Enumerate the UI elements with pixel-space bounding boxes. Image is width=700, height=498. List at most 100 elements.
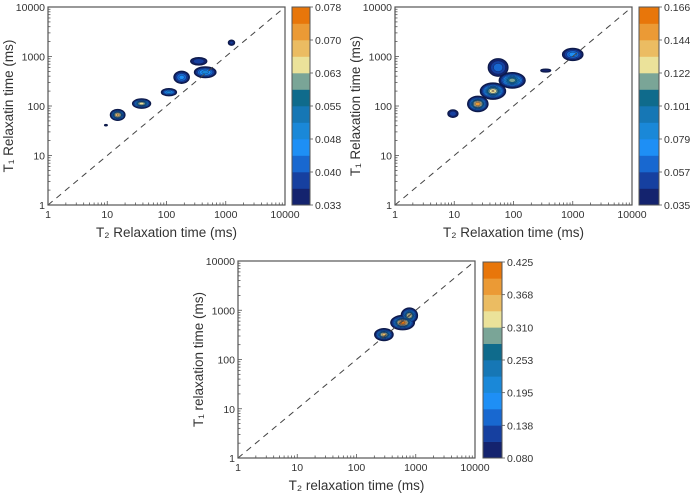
colorbar-tick-label: 0.033	[315, 200, 341, 212]
x-tick-label: 10	[101, 209, 113, 221]
colorbar-band-2	[639, 155, 659, 173]
colorbar-band-7	[639, 73, 659, 90]
colorbar-tick-label: 0.166	[664, 2, 690, 14]
colorbar-tick-label: 0.310	[507, 322, 533, 334]
y-tick-label: 1000	[212, 305, 236, 317]
colorbar-band-3	[639, 139, 659, 156]
contour-band-level-9-peak-2	[491, 90, 495, 93]
colorbar: 0.080 0.138 0.195 0.253 0.310 0.368 0.425	[482, 257, 533, 465]
contour-band-level-4-peak-5	[201, 70, 209, 75]
contour-band-level-2-peak-3	[493, 63, 503, 72]
colorbar-band-1	[639, 172, 659, 189]
colorbar-band-9	[483, 294, 502, 312]
colorbar: 0.033 0.040 0.048 0.055 0.063 0.070 0.078	[291, 2, 341, 212]
x-tick-label: 10000	[270, 209, 299, 221]
colorbar-band-8	[292, 56, 310, 74]
y-tick-label: 10000	[363, 2, 392, 14]
x-tick-label: 100	[158, 209, 176, 221]
colorbar-band-4	[292, 122, 310, 140]
colorbar-band-3	[483, 392, 502, 410]
colorbar-band-1	[483, 425, 502, 442]
x-tick-label: 1000	[404, 462, 428, 474]
contour-band-level-10-peak-1	[116, 114, 119, 116]
x-tick-label: 10000	[460, 462, 489, 474]
colorbar-band-5	[292, 106, 310, 123]
y-tick-label: 1	[386, 200, 392, 212]
colorbar-band-10	[292, 23, 310, 41]
colorbar-tick-label: 0.063	[315, 68, 341, 80]
colorbar-band-0	[639, 188, 659, 206]
y-tick-label: 100	[27, 101, 45, 113]
colorbar-band-2	[483, 409, 502, 426]
contour-layer	[103, 39, 236, 127]
contour-layer	[374, 307, 419, 342]
y-tick-label: 1000	[22, 52, 46, 64]
colorbar-band-1	[292, 172, 310, 189]
chart-2: 1 10 100 1000 10000 1 10 100 1000 10000 T₂ Relaxat…	[348, 2, 690, 240]
colorbar-band-6	[292, 89, 310, 107]
colorbar-tick-label: 0.122	[664, 68, 690, 80]
contour-band-level-8-peak-2	[139, 102, 145, 105]
y-tick-label: 10000	[206, 256, 235, 268]
colorbar-tick-label: 0.079	[664, 134, 690, 146]
colorbar-band-4	[639, 122, 659, 140]
x-tick-label: 10	[448, 209, 460, 221]
chart-3: 1 10 100 1000 10000 1 10 100 1000 10000 T₂ relaxat…	[191, 256, 533, 493]
colorbar-band-3	[292, 139, 310, 156]
colorbar-tick-label: 0.035	[664, 200, 690, 212]
colorbar-band-0	[483, 441, 502, 459]
colorbar-tick-label: 0.048	[315, 134, 341, 146]
x-tick-label: 1000	[214, 209, 238, 221]
colorbar-tick-label: 0.138	[507, 420, 533, 432]
contour-band-level-0-peak-5	[540, 68, 552, 73]
colorbar-tick-label: 0.078	[315, 2, 341, 14]
x-axis-label: T₂ Relaxation time (ms)	[96, 225, 237, 240]
colorbar-band-4	[483, 376, 502, 393]
colorbar-band-7	[292, 73, 310, 90]
y-tick-label: 10	[380, 151, 392, 163]
colorbar-band-5	[483, 360, 502, 377]
x-tick-label: 1	[45, 209, 51, 221]
colorbar-tick-label: 0.080	[507, 453, 533, 465]
colorbar-tick-label: 0.101	[664, 101, 690, 113]
colorbar-band-11	[292, 7, 310, 24]
x-tick-label: 10	[291, 462, 303, 474]
contour-band-level-1-peak-7	[229, 41, 234, 45]
colorbar-band-2	[292, 155, 310, 173]
colorbar-band-5	[639, 106, 659, 123]
colorbar-band-6	[639, 89, 659, 107]
x-axis-label: T₂ Relaxation time (ms)	[443, 225, 584, 240]
colorbar-band-9	[639, 40, 659, 57]
colorbar-band-7	[483, 327, 502, 344]
contour-band-level-1-peak-6	[193, 58, 205, 64]
colorbar-tick-label: 0.055	[315, 101, 341, 113]
x-tick-label: 1	[392, 209, 398, 221]
y-axis-label: T₁ relaxation time (ms)	[191, 292, 206, 427]
colorbar-band-10	[483, 278, 502, 295]
colorbar-tick-label: 0.070	[315, 35, 341, 47]
colorbar-tick-label: 0.144	[664, 35, 690, 47]
contour-band-level-3-peak-4	[178, 75, 185, 80]
x-tick-label: 1	[235, 462, 241, 474]
colorbar-band-9	[292, 40, 310, 57]
colorbar-band-11	[483, 262, 502, 279]
colorbar: 0.035 0.057 0.079 0.101 0.122 0.144 0.166	[638, 2, 690, 212]
y-tick-label: 100	[374, 101, 392, 113]
colorbar-band-10	[639, 23, 659, 41]
diagonal-line	[237, 260, 476, 459]
x-tick-label: 100	[348, 462, 366, 474]
colorbar-tick-label: 0.040	[315, 167, 341, 179]
chart-1: 1 10 100 1000 10000 1 10 100 1000 10000 T₂ Relaxat…	[1, 2, 341, 240]
contour-band-level-10-peak-1	[475, 102, 481, 106]
colorbar-tick-label: 0.195	[507, 388, 533, 400]
x-axis-label: T₂ relaxation time (ms)	[289, 478, 425, 493]
colorbar-tick-label: 0.368	[507, 290, 533, 302]
diagonal-line	[394, 6, 633, 206]
colorbar-band-6	[483, 343, 502, 361]
y-tick-label: 1	[229, 453, 235, 465]
contour-band-level-1-peak-0	[449, 111, 457, 117]
y-tick-label: 1000	[369, 52, 393, 64]
colorbar-band-11	[639, 7, 659, 24]
x-tick-label: 10000	[617, 209, 646, 221]
